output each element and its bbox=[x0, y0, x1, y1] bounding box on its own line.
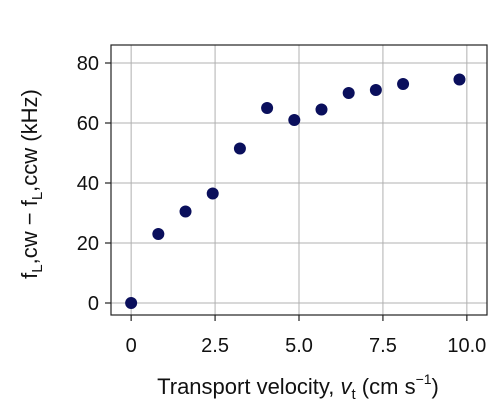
data-points bbox=[125, 73, 466, 309]
y-tick-label: 20 bbox=[77, 233, 99, 255]
y-tick-label: 80 bbox=[77, 53, 99, 75]
x-axis-label: Transport velocity, vt (cm s−1) bbox=[157, 371, 439, 402]
data-point bbox=[152, 228, 165, 240]
data-point bbox=[369, 84, 382, 96]
data-point bbox=[206, 187, 219, 200]
data-point bbox=[125, 297, 138, 309]
x-tick-label: 7.5 bbox=[369, 335, 397, 357]
y-tick-label: 40 bbox=[77, 173, 99, 195]
data-point bbox=[233, 142, 246, 155]
data-point bbox=[397, 78, 410, 90]
x-tick-label: 2.5 bbox=[201, 335, 229, 357]
y-axis-label: fL,cw − fL,ccw (kHz) bbox=[17, 89, 46, 279]
grid bbox=[111, 45, 487, 315]
x-tick-label: 0 bbox=[126, 335, 137, 357]
x-tick-label: 10.0 bbox=[447, 335, 486, 357]
y-tick-label: 0 bbox=[88, 293, 99, 315]
data-point bbox=[453, 73, 466, 86]
data-point bbox=[288, 114, 301, 126]
axis-ticks: 0 2.5 5.0 7.5 10.0 0 20 40 60 80 bbox=[77, 53, 487, 357]
data-point bbox=[315, 103, 328, 116]
data-point bbox=[342, 87, 355, 99]
x-tick-label: 5.0 bbox=[285, 335, 313, 357]
data-point bbox=[261, 102, 274, 114]
y-tick-label: 60 bbox=[77, 113, 99, 135]
data-point bbox=[179, 205, 192, 218]
